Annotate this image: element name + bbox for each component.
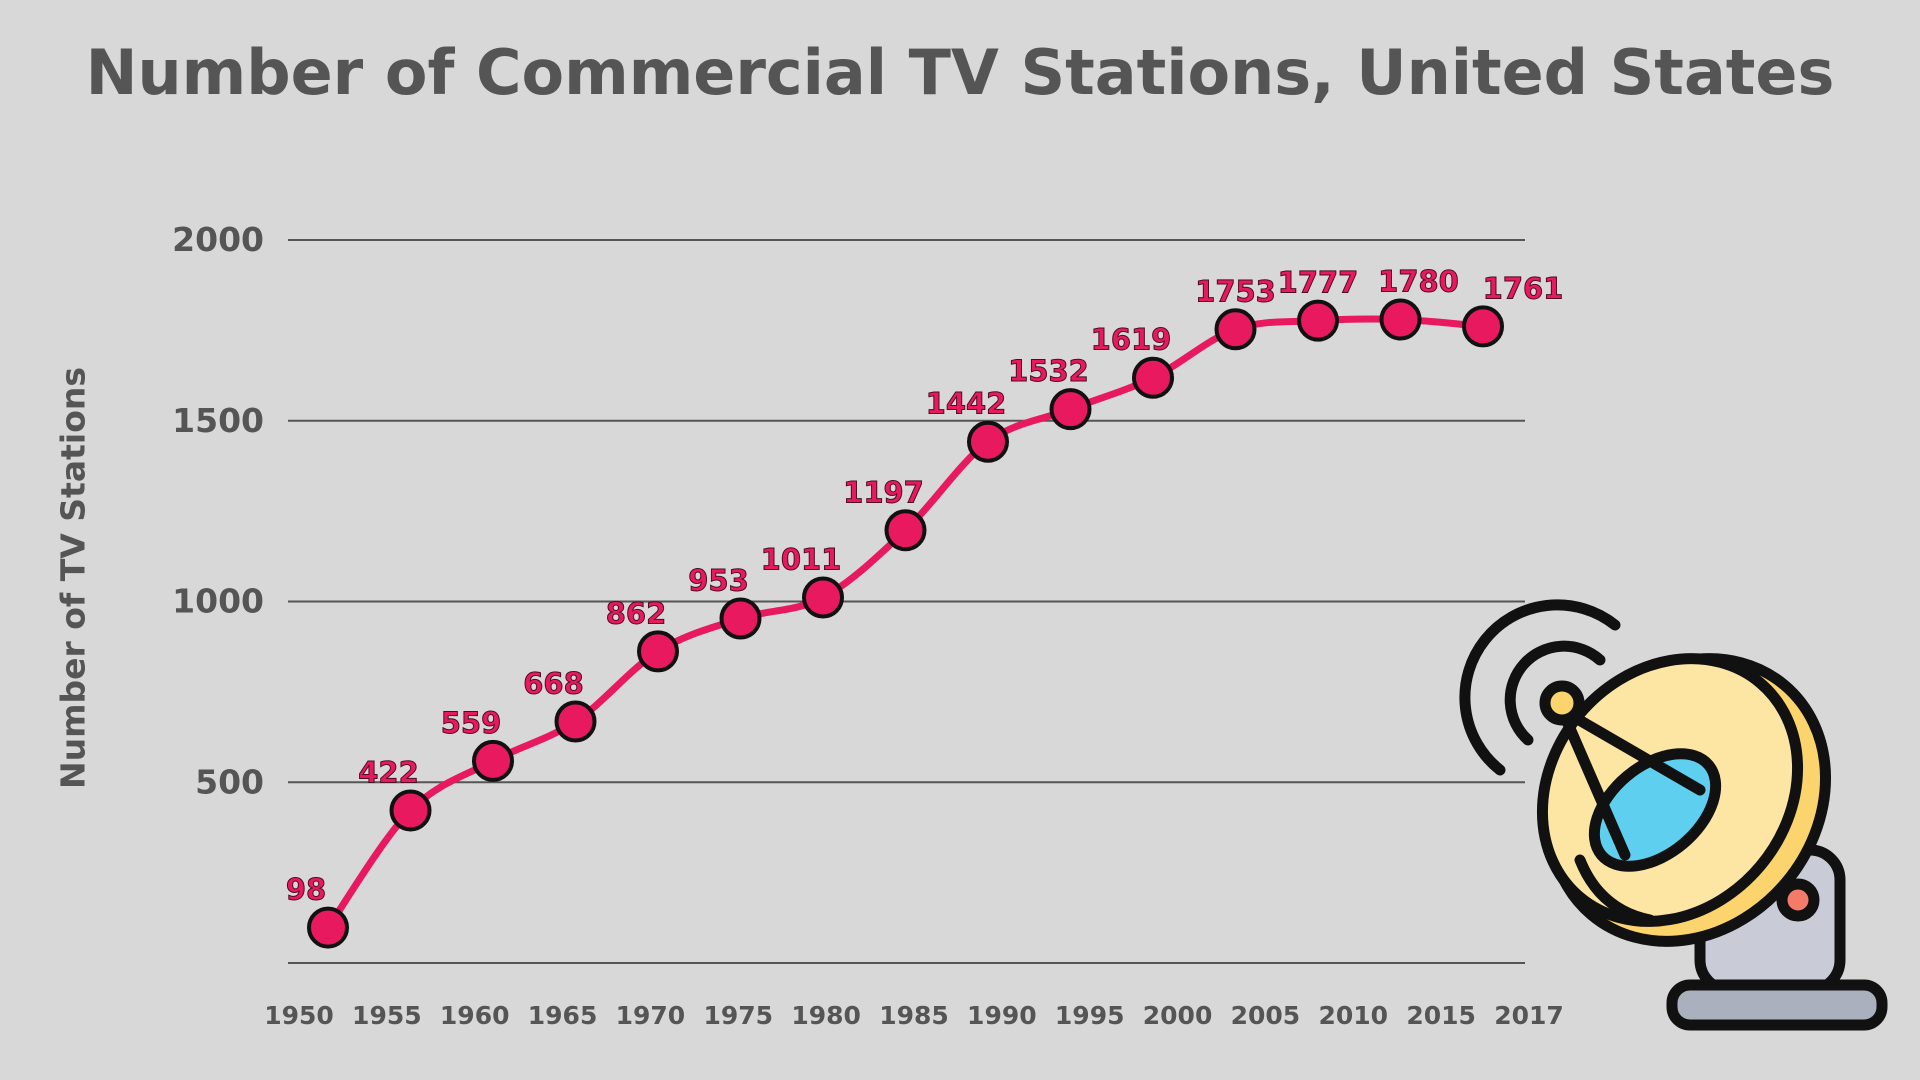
data-label: 1532 [1008,354,1089,388]
x-tick-label: 2000 [1143,1001,1213,1030]
y-tick-label: 1500 [172,401,264,440]
data-label: 98 [286,873,326,907]
data-label: 1761 [1483,271,1564,305]
data-point [1379,298,1422,341]
data-point [802,576,844,619]
data-label: 1442 [926,387,1007,421]
x-tick-label: 1955 [352,1001,422,1030]
x-tick-label: 1965 [528,1001,598,1030]
data-label: 1777 [1278,266,1359,300]
data-point [554,700,597,743]
x-tick-label: 1975 [703,1001,773,1030]
data-label: 1619 [1091,323,1172,357]
x-tick-label: 1960 [440,1001,510,1030]
y-tick-label: 500 [195,762,264,801]
x-tick-label: 2005 [1231,1001,1301,1030]
x-tick-label: 1995 [1055,1001,1125,1030]
y-tick-label: 1000 [172,582,264,621]
data-point [884,509,927,552]
data-point [637,630,679,673]
data-point [967,420,1009,463]
x-tick-label: 1970 [616,1001,686,1030]
data-point [1462,305,1504,348]
x-tick-label: 1990 [967,1001,1037,1030]
x-tick-label: 1950 [264,1001,334,1030]
data-label: 1780 [1378,265,1459,299]
x-tick-label: 2015 [1406,1001,1476,1030]
data-point [307,906,349,949]
data-point [472,739,514,782]
data-label: 1753 [1195,274,1276,308]
data-label: 953 [688,563,749,597]
data-point [1214,308,1257,351]
x-tick-label: 1985 [879,1001,949,1030]
data-point [1132,356,1174,399]
x-tick-label: 2010 [1318,1001,1388,1030]
y-tick-label: 2000 [172,220,264,259]
data-point [719,597,762,640]
data-label: 862 [606,596,667,630]
data-point [1049,388,1092,431]
x-tick-label: 1980 [791,1001,861,1030]
data-label: 668 [523,667,584,701]
data-point [389,789,432,832]
data-point [1297,299,1339,342]
x-tick-label: 2017 [1494,1001,1564,1030]
data-label: 1011 [761,543,842,577]
series-line [325,315,1484,930]
data-label: 422 [358,755,419,789]
data-label: 1197 [843,475,924,509]
data-label: 559 [441,706,502,740]
chart-title: Number of Commercial TV Stations, United… [85,36,1835,109]
